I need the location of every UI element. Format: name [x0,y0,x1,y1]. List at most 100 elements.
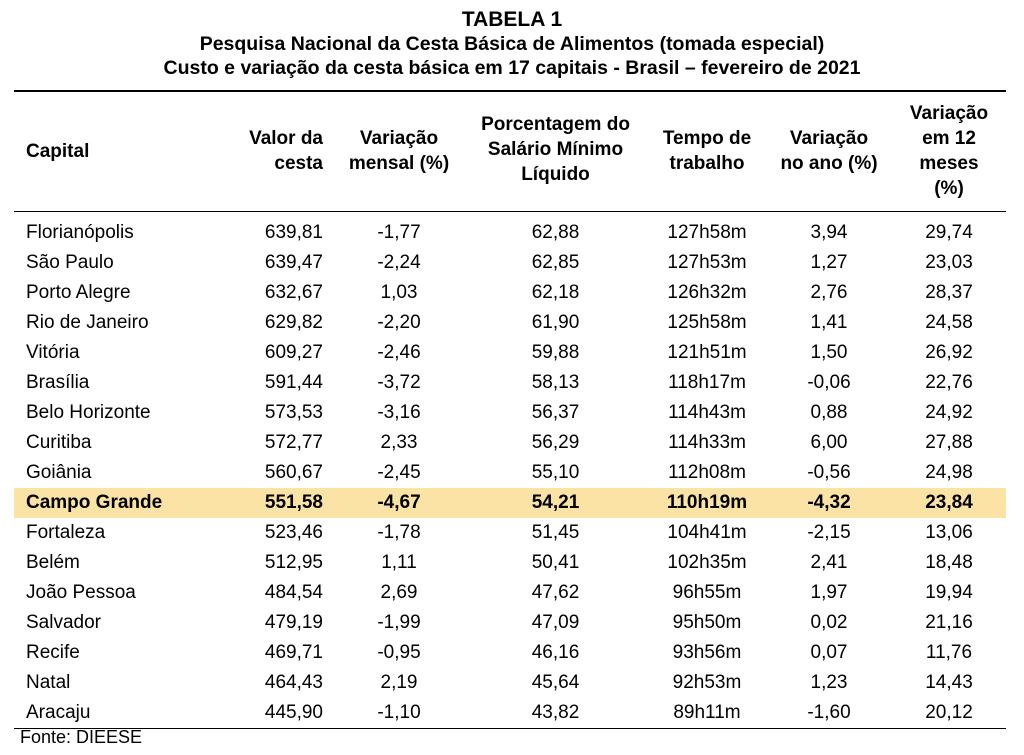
table-row: Vitória 609,27 -2,46 59,88 121h51m 1,50 26,92 [14,338,1006,368]
cell-variacao-ano: 0,88 [810,401,848,423]
table-row: Recife 469,71 -0,95 46,16 93h56m 0,07 11,76 [14,638,1006,668]
cell-porcentagem: 47,62 [531,581,580,603]
cell-variacao-12: 29,74 [925,221,973,243]
cell-tempo: 114h43m [668,401,746,423]
cell-variacao-mensal: -1,99 [377,611,421,633]
table-row: Porto Alegre 632,67 1,03 62,18 126h32m 2,76 28… [14,278,1006,308]
cesta-basica-table: Capital Valor da cesta Variação mensal (… [14,90,1006,729]
cell-capital: São Paulo [26,251,114,273]
cell-variacao-12: 28,37 [925,281,973,303]
table-row: Natal 464,43 2,19 45,64 92h53m 1,23 14,43 [14,668,1006,698]
table-number: TABELA 1 [461,8,563,31]
table-row: São Paulo 639,47 -2,24 62,85 127h53m 1,27 23,0… [14,248,1006,278]
cell-porcentagem: 62,18 [531,281,580,303]
cell-tempo: 110h19m [648,487,766,518]
cell-variacao-12: 24,92 [925,401,973,423]
header-porcentagem: Porcentagem do Salário Mínimo Líquido [481,114,630,185]
cell-valor: 572,77 [264,431,323,453]
cell-valor: 469,71 [264,641,323,663]
cell-capital: Florianópolis [26,221,134,243]
cell-capital: Salvador [26,611,101,633]
cell-variacao-mensal: -0,95 [377,641,421,663]
cell-tempo: 104h41m [667,521,747,543]
cell-tempo: 118h17m [668,371,746,393]
table-row: Rio de Janeiro 629,82 -2,20 61,90 125h58m 1,4… [14,308,1006,338]
cell-variacao-12: 26,92 [925,341,973,363]
cell-variacao-ano: 0,07 [810,641,848,663]
cell-porcentagem: 61,90 [531,311,580,333]
cell-variacao-12: 13,06 [925,521,973,543]
cell-capital: João Pessoa [26,581,136,603]
cell-variacao-ano: 2,76 [810,281,848,303]
cell-variacao-mensal: -4,67 [335,487,463,518]
cell-porcentagem: 56,37 [531,401,580,423]
cell-variacao-mensal: -2,20 [377,311,421,333]
cell-variacao-mensal: -1,78 [377,521,421,543]
cell-variacao-ano: 1,23 [810,671,848,693]
cell-tempo: 127h58m [667,221,747,243]
cell-capital: Rio de Janeiro [26,311,149,333]
cell-capital: Porto Alegre [26,281,131,303]
cell-valor: 639,47 [264,251,323,273]
cell-variacao-12: 24,98 [925,461,973,483]
cell-variacao-ano: 1,27 [810,251,848,273]
cell-tempo: 114h33m [668,431,746,453]
cell-capital: Recife [26,641,80,663]
cell-variacao-mensal: -2,45 [377,461,421,483]
cell-capital: Belo Horizonte [26,401,151,423]
table-row: Brasília 591,44 -3,72 58,13 118h17m -0,06 22,7… [14,368,1006,398]
table-body: Florianópolis 639,81 -1,77 62,88 127h58m 3,94… [14,211,1006,728]
table-row: Florianópolis 639,81 -1,77 62,88 127h58m 3,94… [14,211,1006,248]
cell-porcentagem: 47,09 [531,611,580,633]
cell-variacao-mensal: -3,72 [377,371,421,393]
cell-tempo: 121h51m [667,341,747,363]
cell-porcentagem: 43,82 [531,701,580,723]
table-row: Campo Grande 551,58 -4,67 54,21 110h19m -4,32… [14,487,1006,518]
cell-variacao-mensal: 2,19 [380,671,418,693]
cell-variacao-ano: -2,15 [807,521,851,543]
table-caption: Custo e variação da cesta básica em 17 c… [163,57,861,79]
cell-tempo: 92h53m [672,671,742,693]
cell-variacao-mensal: -1,10 [377,701,421,723]
table-row: Curitiba 572,77 2,33 56,29 114h33m 6,00 27,88 [14,428,1006,458]
cell-variacao-mensal: -2,46 [377,341,421,363]
cell-porcentagem: 45,64 [531,671,580,693]
cell-tempo: 112h08m [668,461,746,483]
cell-variacao-12: 20,12 [925,701,973,723]
cell-variacao-mensal: -2,24 [377,251,421,273]
cell-porcentagem: 62,85 [531,251,580,273]
cell-porcentagem: 51,45 [531,521,580,543]
cell-variacao-12: 21,16 [925,611,973,633]
cell-tempo: 125h58m [667,311,747,333]
cell-variacao-ano: -0,56 [807,461,851,483]
cell-variacao-ano: -0,06 [807,371,851,393]
cell-valor: 551,58 [229,487,335,518]
cell-porcentagem: 56,29 [531,431,580,453]
cell-variacao-mensal: -3,16 [377,401,421,423]
table-titles: TABELA 1 Pesquisa Nacional da Cesta Bási… [0,0,1024,80]
cell-capital: Natal [26,671,71,693]
cell-capital: Campo Grande [14,487,229,518]
cell-variacao-mensal: 2,69 [380,581,418,603]
cell-variacao-ano: -1,60 [807,701,851,723]
table-row: João Pessoa 484,54 2,69 47,62 96h55m 1,97 19,9… [14,578,1006,608]
cell-porcentagem: 62,88 [531,221,580,243]
cell-valor: 479,19 [264,611,323,633]
cell-tempo: 126h32m [667,281,747,303]
cell-porcentagem: 50,41 [531,551,580,573]
cell-variacao-mensal: 2,33 [380,431,418,453]
table-subtitle: Pesquisa Nacional da Cesta Básica de Ali… [199,33,825,55]
cell-variacao-12: 23,03 [925,251,973,273]
cell-variacao-ano: 1,97 [810,581,848,603]
cell-variacao-12: 11,76 [925,641,973,663]
cell-variacao-12: 14,43 [925,671,973,693]
header-valor: Valor da cesta [249,128,323,175]
table-row: Belém 512,95 1,11 50,41 102h35m 2,41 18,48 [14,548,1006,578]
table-row: Aracaju 445,90 -1,10 43,82 89h11m -1,60 20,12 [14,698,1006,729]
cell-capital: Curitiba [26,431,92,453]
source-note: Fonte: DIEESE [20,727,143,747]
header-variacao-12-meses: Variação em 12 meses (%) [909,103,989,200]
cell-variacao-12: 24,58 [925,311,973,333]
cell-variacao-ano: 2,41 [810,551,848,573]
cell-tempo: 96h55m [672,581,742,603]
